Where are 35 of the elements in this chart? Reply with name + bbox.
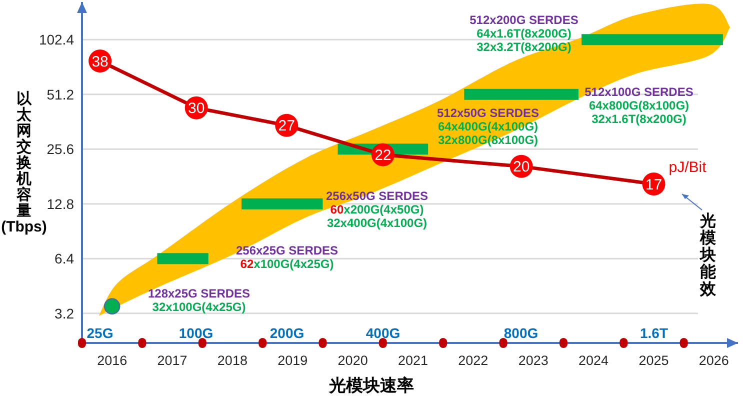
x-tick-label: 2018 bbox=[217, 353, 248, 368]
x-tick-label: 2024 bbox=[578, 353, 610, 368]
x-tick-label: 2022 bbox=[458, 353, 488, 368]
x-tick-label: 2025 bbox=[638, 353, 669, 368]
y-axis-title: 以太网交换机容量(Tbps) bbox=[1, 90, 47, 236]
annotation: 1.6T bbox=[640, 325, 668, 342]
y-tick-label: 51.2 bbox=[46, 86, 74, 102]
data-label: 20 bbox=[512, 158, 530, 176]
data-label: 27 bbox=[278, 118, 295, 135]
y-tick-label: 102.4 bbox=[38, 32, 74, 48]
annotation: 400G bbox=[366, 325, 400, 342]
y-tick-label: 12.8 bbox=[46, 196, 74, 212]
data-label: 17 bbox=[645, 176, 662, 194]
annotation: 200G bbox=[270, 325, 304, 342]
x-tick-label: 2016 bbox=[97, 353, 128, 368]
y2-axis-title: 光模块能效 bbox=[700, 212, 716, 298]
y-tick-label: 3.2 bbox=[54, 305, 74, 322]
annotation: 100G bbox=[178, 325, 214, 342]
annotation: 800G bbox=[504, 325, 538, 342]
series-label: pJ/Bit bbox=[668, 159, 708, 176]
annotation: 256x25G SERDES 62x100G(4x25G) bbox=[236, 244, 338, 272]
x-tick-label: 2019 bbox=[278, 353, 308, 368]
x-tick-label: 2026 bbox=[698, 353, 729, 368]
y-tick-label: 25.6 bbox=[46, 141, 74, 158]
annotation: 25G bbox=[86, 325, 114, 342]
data-label: 22 bbox=[374, 147, 392, 164]
x-tick-label: 2021 bbox=[398, 353, 428, 368]
y-tick-label: 6.4 bbox=[54, 250, 74, 267]
annotation: 128x25G SERDES 32x100G(4x25G) bbox=[148, 286, 250, 314]
x-tick-label: 2023 bbox=[518, 353, 548, 368]
x-tick-label: 2017 bbox=[157, 353, 188, 368]
data-label: 30 bbox=[188, 100, 205, 118]
x-tick-label: 2020 bbox=[338, 353, 368, 368]
x-axis-title: 光模块速率 bbox=[328, 376, 414, 395]
data-label: 38 bbox=[92, 53, 108, 70]
